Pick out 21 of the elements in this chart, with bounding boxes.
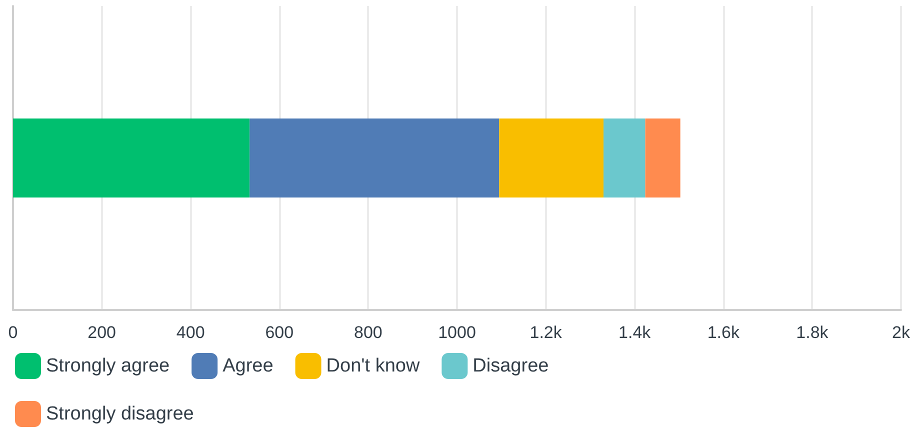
- x-tick-label: 1.6k: [707, 323, 740, 342]
- bar: [250, 118, 500, 198]
- x-tick-label: 1.8k: [796, 323, 829, 342]
- legend-label: Strongly disagree: [46, 404, 194, 424]
- x-tick-label: 800: [354, 323, 382, 342]
- legend-label: Strongly agree: [46, 356, 170, 376]
- x-tick-label: 2k: [892, 323, 910, 342]
- bar: [645, 118, 680, 198]
- x-tick-label: 1.4k: [618, 323, 652, 342]
- bar: [499, 118, 604, 198]
- x-tick-label: 400: [176, 323, 205, 342]
- x-tick-label: 0: [8, 323, 18, 342]
- x-tick-label: 1.2k: [530, 323, 562, 342]
- x-tick-label: 600: [265, 323, 294, 342]
- bar: [604, 118, 646, 198]
- x-tick-label: 200: [88, 323, 116, 342]
- legend-label: Disagree: [472, 356, 549, 376]
- x-tick-label: 1000: [438, 323, 476, 342]
- legend-label: Don't know: [326, 356, 420, 376]
- bar: [13, 118, 250, 198]
- legend-label: Agree: [222, 356, 274, 376]
